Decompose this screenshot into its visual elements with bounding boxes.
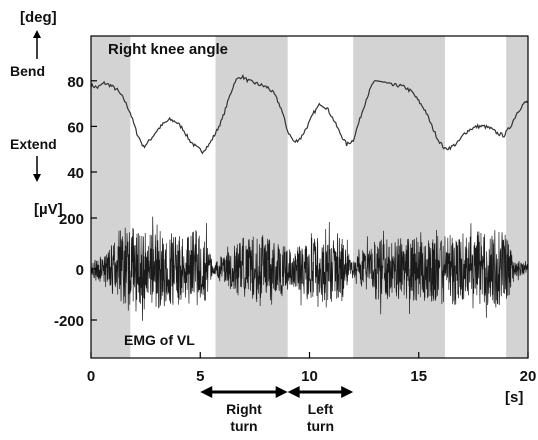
emg-y-tick-label: 0 <box>76 262 84 279</box>
knee-angle-plot <box>90 73 529 155</box>
emg-y-tick-label: -200 <box>54 313 84 330</box>
x-tick-label: 0 <box>87 368 95 385</box>
emg-y-tick-label: 200 <box>59 211 84 228</box>
shaded-interval <box>506 36 528 358</box>
x-unit: [s] <box>505 389 523 406</box>
x-tick-label: 20 <box>520 368 537 385</box>
extend-label: Extend <box>10 136 57 152</box>
right-turn-label: Right turn <box>226 401 262 434</box>
emg-plot <box>90 216 529 321</box>
left-turn-label: Left turn <box>307 401 334 434</box>
x-ticks: 0 5 10 15 20 <box>87 352 537 385</box>
bend-label: Bend <box>10 63 45 79</box>
shaded-interval <box>215 36 288 358</box>
emg-panel-title: EMG of VL <box>124 332 195 348</box>
emg-y-unit: [µV] <box>34 201 63 218</box>
shaded-intervals <box>91 36 528 358</box>
x-tick-label: 10 <box>301 368 318 385</box>
emg-signal-line <box>90 216 529 321</box>
extend-arrow <box>33 156 41 182</box>
x-tick-label: 5 <box>196 368 204 385</box>
knee-y-ticks: 80 60 40 <box>67 74 97 182</box>
knee-y-tick-label: 80 <box>67 74 84 91</box>
knee-y-unit: [deg] <box>20 9 57 26</box>
shaded-interval <box>91 36 131 358</box>
shaded-interval <box>353 36 445 358</box>
left-turn-arrow <box>287 386 354 398</box>
x-tick-label: 15 <box>410 368 427 385</box>
bend-arrow <box>33 30 41 59</box>
knee-y-tick-label: 60 <box>67 119 84 136</box>
emg-y-ticks: 200 0 -200 <box>54 211 97 330</box>
knee-y-tick-label: 40 <box>67 165 84 182</box>
knee-panel-title: Right knee angle <box>108 41 228 58</box>
plot-frame <box>90 35 529 359</box>
knee-angle-line <box>90 73 529 155</box>
right-turn-arrow <box>200 386 288 398</box>
